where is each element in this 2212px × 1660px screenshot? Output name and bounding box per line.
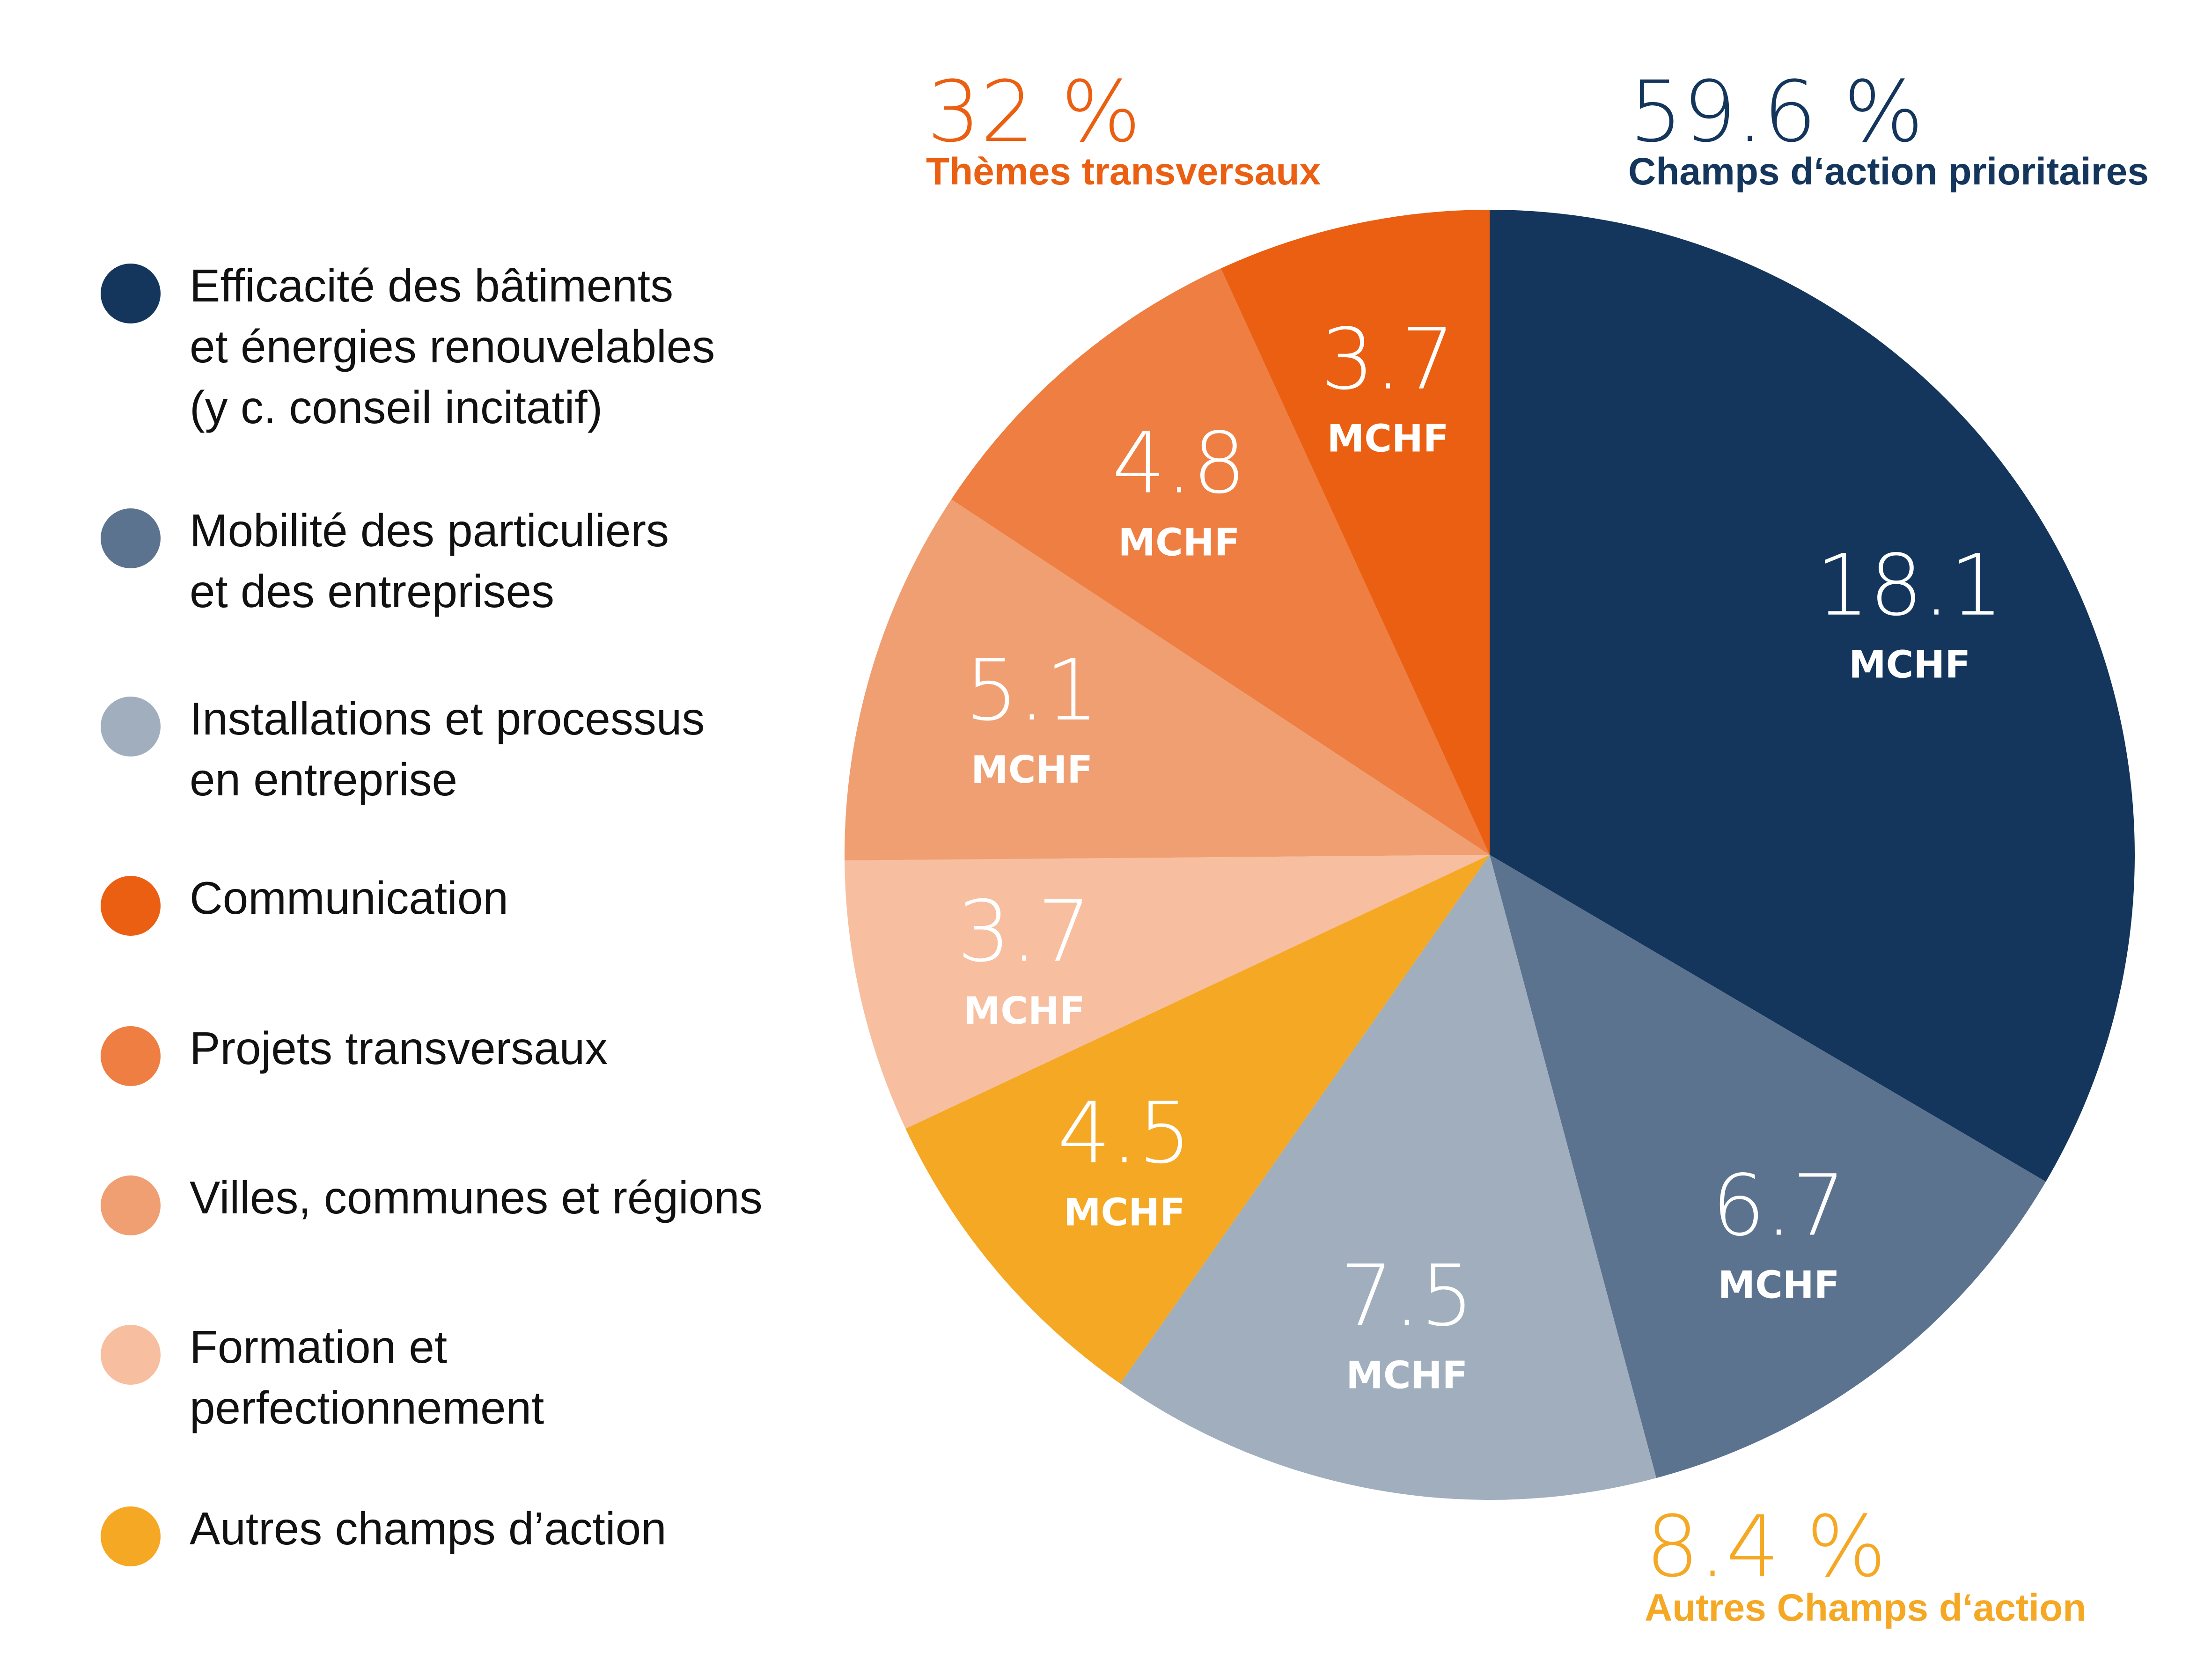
group-percent-prioritaires: 59.6 %: [1629, 63, 1924, 161]
slice-value-label: 3.7: [1321, 311, 1455, 409]
slice-unit-label: MCHF: [963, 989, 1085, 1033]
legend-label: Efficacité des bâtiments et énergies ren…: [190, 260, 715, 433]
pie-slice: [1120, 855, 1657, 1500]
slice-unit-label: MCHF: [1849, 643, 1970, 687]
slice-unit-label: MCHF: [1346, 1353, 1468, 1397]
legend-swatch: [101, 1506, 161, 1566]
slice-value-label: 4.8: [1112, 415, 1246, 513]
group-label-transversaux: Thèmes transversaux: [926, 150, 1321, 193]
pie-slice: [951, 268, 1490, 855]
legend-swatch: [101, 1026, 161, 1086]
legend-label: Mobilité des particuliers et des entrepr…: [190, 505, 669, 617]
slice-unit-label: MCHF: [1718, 1263, 1839, 1307]
legend-label: Villes, communes et régions: [190, 1172, 763, 1223]
legend-label: Formation et perfectionnement: [190, 1321, 544, 1433]
legend-swatch: [101, 1325, 161, 1385]
legend-swatch: [101, 264, 161, 323]
slice-unit-label: MCHF: [1064, 1191, 1185, 1234]
slice-value-label: 7.5: [1340, 1247, 1474, 1345]
legend: Efficacité des bâtiments et énergies ren…: [0, 0, 889, 1660]
pie-slice: [905, 855, 1490, 1384]
legend-label: Projets transversaux: [190, 1022, 608, 1074]
legend-swatch: [101, 876, 161, 936]
pie-slice: [1220, 210, 1490, 855]
slice-value-label: 4.5: [1058, 1085, 1191, 1183]
pie-slice: [1490, 855, 2046, 1478]
legend-label: Communication: [190, 872, 508, 924]
slice-value-label: 3.7: [957, 883, 1091, 981]
pie-slice: [1490, 210, 2135, 1182]
legend-label: Installations et processus en entreprise: [190, 693, 705, 805]
legend-swatch: [101, 697, 161, 757]
group-label-prioritaires: Champs d‘action prioritaires: [1628, 150, 2149, 193]
slice-value-label: 18.1: [1816, 537, 2004, 635]
pie-slice: [845, 855, 1490, 1129]
pie-slice: [844, 499, 1490, 861]
slice-value-label: 5.1: [965, 642, 1099, 740]
slice-unit-label: MCHF: [1327, 417, 1449, 461]
group-label-autres: Autres Champs d‘action: [1645, 1587, 2087, 1629]
legend-label: Autres champs d’action: [190, 1503, 667, 1554]
slice-unit-label: MCHF: [1118, 521, 1240, 565]
slice-value-label: 6.7: [1712, 1157, 1845, 1255]
slice-unit-label: MCHF: [971, 748, 1093, 792]
group-percent-transversaux: 32 %: [927, 63, 1141, 161]
legend-swatch: [101, 508, 161, 568]
group-percent-autres: 8.4 %: [1646, 1498, 1887, 1596]
legend-swatch: [101, 1175, 161, 1235]
